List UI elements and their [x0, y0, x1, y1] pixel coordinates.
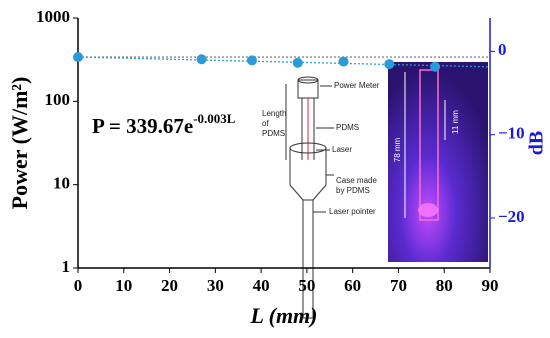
- trend-line: [77, 56, 491, 68]
- diagram: [285, 76, 334, 319]
- photo-label: 11 mm: [451, 110, 460, 134]
- y2-tick-label: 0: [498, 40, 507, 59]
- inset-label: by PDMS: [336, 186, 370, 195]
- x-axis-label: L (mm): [250, 303, 318, 328]
- y2-tick-label: −20: [498, 207, 525, 226]
- x-tick-label: 10: [115, 276, 132, 295]
- y-tick-label: 1000: [36, 7, 70, 26]
- inset-label: PDMS: [262, 129, 285, 138]
- inset-label: Laser pointer: [329, 207, 376, 216]
- data-point: [384, 59, 395, 70]
- x-tick-label: 70: [390, 276, 407, 295]
- inset-label: Power Meter: [334, 81, 380, 90]
- x-tick-label: 50: [298, 276, 315, 295]
- data-point: [338, 56, 349, 67]
- inset-label: PDMS: [336, 123, 359, 132]
- x-tick-label: 30: [207, 276, 224, 295]
- x-tick-label: 40: [253, 276, 270, 295]
- x-tick-label: 80: [436, 276, 453, 295]
- annotation-base: P = 339.67e: [92, 114, 193, 138]
- y-tick-label: 10: [53, 174, 70, 193]
- inset-label: Case made: [336, 176, 377, 185]
- data-point: [430, 61, 441, 72]
- x-tick-label: 0: [74, 276, 83, 295]
- y-tick-label: 100: [45, 90, 71, 109]
- data-point: [292, 57, 303, 68]
- inset-label: of: [262, 119, 269, 128]
- y2-axis-label: dB: [526, 131, 548, 155]
- inset: [285, 62, 488, 319]
- data-point: [73, 52, 83, 63]
- x-tick-label: 60: [344, 276, 361, 295]
- x-tick-label: 90: [482, 276, 499, 295]
- data-point: [196, 54, 207, 65]
- photo-label: 78 mm: [393, 137, 402, 162]
- inset-label: Length: [262, 109, 286, 118]
- photo-laser: [418, 203, 438, 217]
- y-tick-label: 1: [62, 257, 71, 276]
- x-tick-label: 20: [161, 276, 178, 295]
- y-axis-label: Power (W/m²): [7, 77, 32, 210]
- photo-pdms: [419, 69, 439, 221]
- annotation-exponent: -0.003L: [193, 111, 236, 126]
- y2-tick-label: −10: [498, 124, 525, 143]
- data-point: [246, 55, 257, 66]
- inset-label: Laser: [332, 145, 352, 154]
- annotation: P = 339.67e-0.003L: [92, 111, 236, 138]
